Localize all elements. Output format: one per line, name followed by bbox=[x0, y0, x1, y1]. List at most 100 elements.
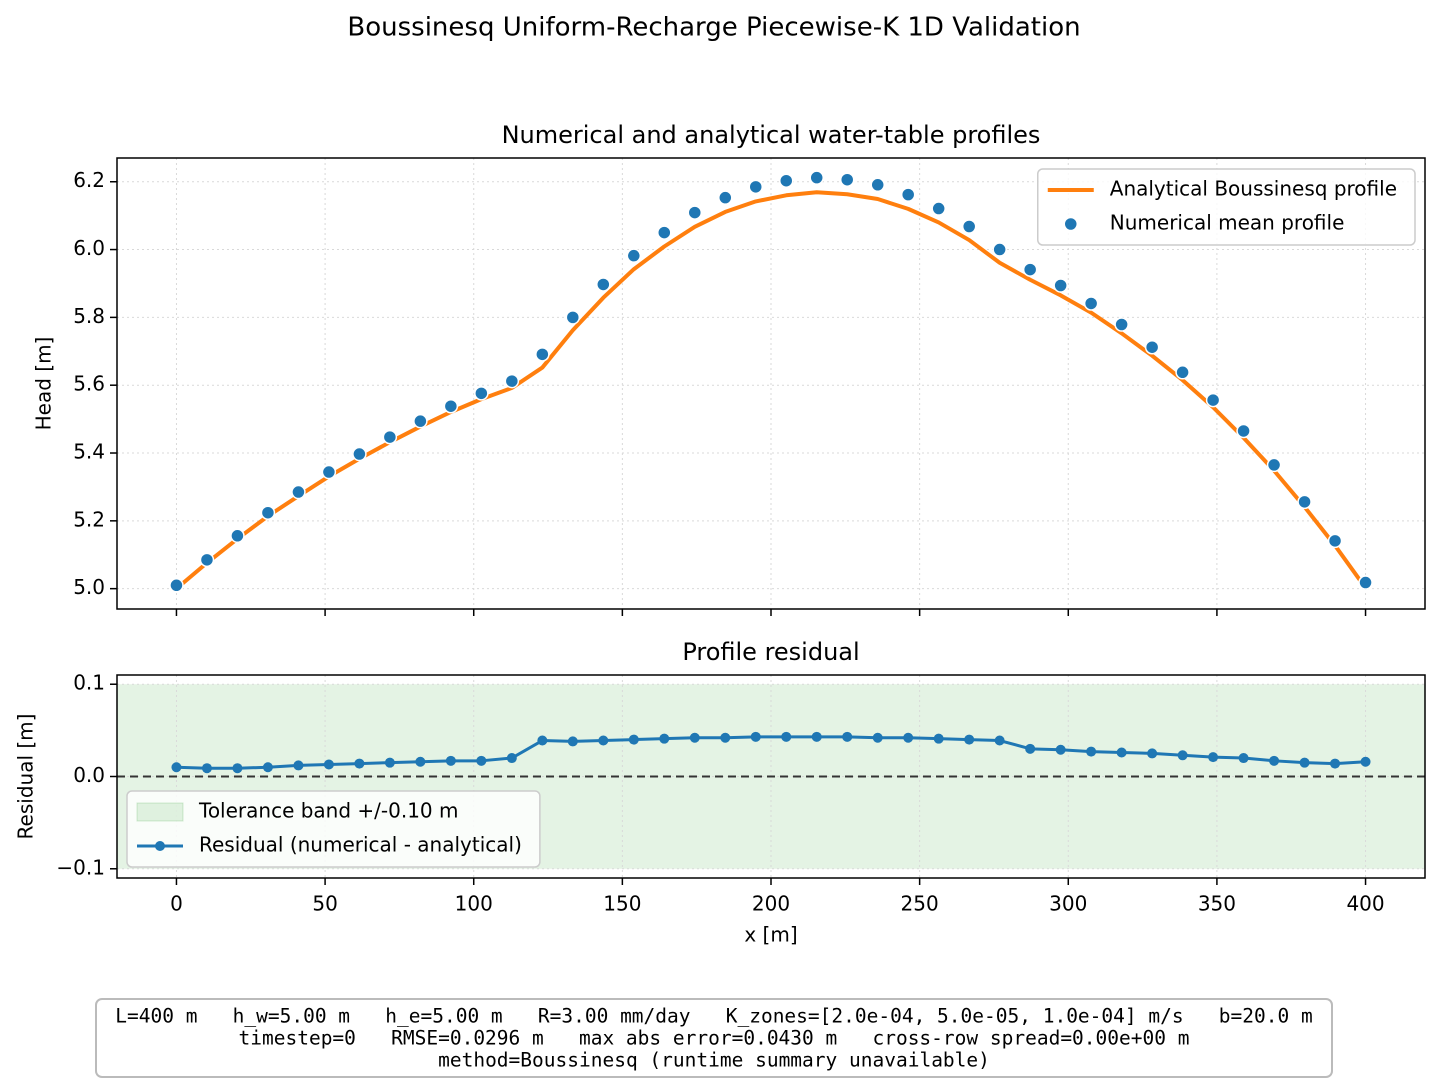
data-point bbox=[354, 758, 365, 769]
data-point bbox=[596, 277, 611, 292]
legend-swatch bbox=[155, 841, 165, 851]
y-tick-label: 5.0 bbox=[73, 575, 105, 599]
data-layer bbox=[169, 170, 1373, 593]
legend-box bbox=[1037, 168, 1416, 246]
data-point bbox=[506, 753, 517, 764]
data-point bbox=[626, 248, 642, 263]
data-point bbox=[567, 736, 578, 747]
legend-swatch bbox=[1063, 216, 1079, 232]
data-point bbox=[1114, 317, 1129, 332]
panel: 0 50 100 150 200 250 300 350 400 −0.1 0.0 0.1 Profil… bbox=[14, 638, 1426, 947]
data-point bbox=[1175, 365, 1190, 380]
data-layer bbox=[171, 731, 1371, 774]
data-point bbox=[1327, 533, 1343, 549]
data-point bbox=[839, 172, 855, 187]
data-point bbox=[535, 347, 550, 362]
data-point bbox=[1297, 494, 1312, 510]
data-point bbox=[384, 757, 395, 768]
axes-title: Profile residual bbox=[682, 638, 859, 666]
y-tick-label: 0.1 bbox=[73, 671, 105, 695]
data-point bbox=[169, 578, 184, 593]
data-point bbox=[443, 398, 459, 414]
legend-box bbox=[126, 790, 541, 868]
data-point bbox=[445, 755, 456, 766]
data-point bbox=[687, 205, 703, 220]
data-point bbox=[537, 735, 548, 746]
data-point bbox=[1266, 457, 1282, 473]
legend-label: Tolerance band +/-0.10 m bbox=[198, 799, 459, 823]
data-point bbox=[1360, 756, 1371, 767]
data-point bbox=[1055, 744, 1066, 755]
x-tick-label: 50 bbox=[312, 892, 337, 916]
footer-box bbox=[95, 998, 1333, 1078]
data-point bbox=[201, 763, 212, 774]
data-point bbox=[291, 484, 306, 500]
data-point bbox=[659, 733, 670, 744]
panel: 5.0 5.2 5.4 5.6 5.8 6.0 6.2 Numerical and analy… bbox=[32, 121, 1426, 616]
data-point bbox=[1358, 575, 1373, 590]
data-point bbox=[931, 201, 946, 216]
legend-label: Analytical Boussinesq profile bbox=[1110, 177, 1397, 201]
y-axis-label: Residual [m] bbox=[14, 714, 38, 840]
data-point bbox=[811, 731, 822, 742]
data-point bbox=[413, 413, 428, 429]
legend: Tolerance band +/-0.10 m Residual (numeri… bbox=[126, 790, 541, 868]
data-point bbox=[1053, 278, 1068, 293]
data-point bbox=[1177, 750, 1188, 761]
y-tick-label: 6.2 bbox=[73, 168, 105, 192]
data-point bbox=[262, 762, 273, 773]
data-point bbox=[781, 731, 792, 742]
data-point bbox=[171, 762, 182, 773]
series-line bbox=[176, 735, 1366, 770]
data-point bbox=[598, 735, 609, 746]
data-point bbox=[842, 731, 853, 742]
data-point bbox=[1269, 755, 1280, 766]
y-tick-label: 0.0 bbox=[73, 763, 105, 787]
x-tick-label: 400 bbox=[1346, 892, 1384, 916]
data-point bbox=[720, 732, 731, 743]
data-point bbox=[415, 756, 426, 767]
data-point bbox=[718, 190, 733, 205]
y-tick-label: 5.8 bbox=[73, 304, 105, 328]
y-axis-label: Head [m] bbox=[32, 337, 56, 431]
data-point bbox=[232, 763, 243, 774]
data-point bbox=[933, 733, 944, 744]
data-point bbox=[1330, 758, 1341, 769]
data-point bbox=[750, 731, 761, 742]
data-point bbox=[872, 732, 883, 743]
data-point bbox=[961, 219, 977, 234]
data-point bbox=[230, 528, 245, 544]
data-point bbox=[382, 429, 398, 445]
legend-label: Numerical mean profile bbox=[1110, 211, 1345, 235]
data-point bbox=[1238, 753, 1249, 764]
legend-label: Residual (numerical - analytical) bbox=[199, 833, 522, 857]
x-tick-label: 350 bbox=[1198, 892, 1236, 916]
data-point bbox=[1116, 747, 1127, 758]
x-tick-label: 200 bbox=[752, 892, 790, 916]
data-point bbox=[1236, 423, 1251, 439]
data-point bbox=[476, 755, 487, 766]
data-point bbox=[1299, 757, 1310, 768]
footer-line: L=400 m h_w=5.00 m h_e=5.00 m R=3.00 mm/… bbox=[115, 1005, 1312, 1028]
y-tick-label: −0.1 bbox=[56, 855, 105, 879]
data-point bbox=[321, 464, 337, 480]
data-point bbox=[809, 170, 824, 185]
data-point bbox=[748, 179, 763, 195]
x-axis-label: x [m] bbox=[744, 923, 797, 947]
data-point bbox=[870, 177, 885, 193]
data-point bbox=[323, 759, 334, 770]
footer-line: timestep=0 RMSE=0.0296 m max abs error=0… bbox=[239, 1027, 1190, 1050]
data-point bbox=[1205, 392, 1221, 408]
data-point bbox=[903, 732, 914, 743]
y-tick-label: 5.2 bbox=[73, 507, 105, 531]
x-tick-label: 0 bbox=[170, 892, 183, 916]
data-point bbox=[352, 446, 367, 462]
legend: Analytical Boussinesq profile Numerical m… bbox=[1037, 168, 1416, 246]
x-tick-label: 100 bbox=[455, 892, 493, 916]
data-point bbox=[628, 734, 639, 745]
data-point bbox=[779, 173, 794, 188]
data-point bbox=[1086, 746, 1097, 757]
series-line bbox=[175, 190, 1368, 591]
y-tick-label: 5.4 bbox=[73, 440, 105, 464]
